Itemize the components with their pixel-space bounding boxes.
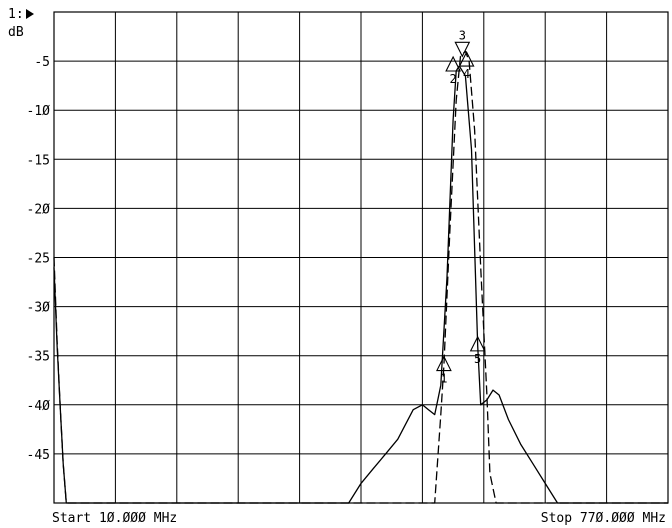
marker-2: 2 <box>445 55 461 86</box>
y-tick-label: -3Ø <box>27 301 51 316</box>
marker-5: 5 <box>469 335 486 366</box>
y-tick-label: -5 <box>34 55 50 70</box>
traces <box>53 50 668 504</box>
y-tick-label: -35 <box>27 350 50 365</box>
marker-triangle-icon <box>458 50 475 67</box>
marker-triangle-icon <box>454 41 471 58</box>
chart-header: 1: dB <box>8 7 34 40</box>
trace-dashed <box>53 50 668 504</box>
marker-label: 1 <box>440 372 447 386</box>
marker-1: 1 <box>436 355 452 386</box>
y-tick-label: -4Ø <box>27 399 51 414</box>
grid <box>53 11 669 504</box>
channel-label: 1: <box>8 7 24 22</box>
marker-triangle-icon <box>469 335 486 352</box>
unit-label: dB <box>8 25 24 40</box>
marker-label: 2 <box>449 72 456 86</box>
marker-triangle-icon <box>445 55 461 72</box>
markers: 1 2 3 4 5 <box>436 28 486 386</box>
marker-triangle-icon <box>436 355 452 372</box>
marker-label: 4 <box>463 67 470 81</box>
start-frequency-label: Start 1Ø.ØØØ MHz <box>52 511 177 526</box>
y-tick-label: -25 <box>27 252 50 267</box>
marker-4: 4 <box>458 50 475 81</box>
y-axis-labels: -5 -1Ø -15 -2Ø -25 -3Ø -35 -4Ø -45 <box>27 55 51 463</box>
y-tick-label: -2Ø <box>27 202 51 217</box>
y-tick-label: -15 <box>27 153 50 168</box>
y-tick-label: -1Ø <box>27 104 51 119</box>
marker-3: 3 <box>454 28 471 58</box>
trace-solid <box>53 65 668 504</box>
stop-frequency-label: Stop 77Ø.ØØØ MHz <box>541 511 666 526</box>
marker-label: 3 <box>459 28 466 42</box>
y-tick-label: -45 <box>27 448 50 463</box>
reference-arrow-icon <box>26 9 34 19</box>
marker-label: 5 <box>474 352 481 366</box>
